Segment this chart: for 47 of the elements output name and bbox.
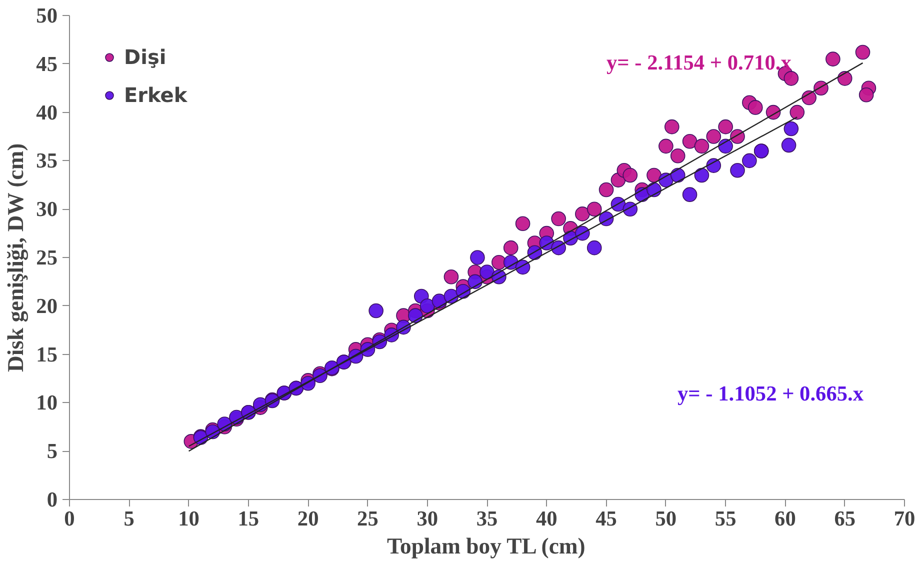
y-tick-label: 30 bbox=[36, 197, 58, 222]
x-tick-label: 30 bbox=[416, 506, 438, 530]
legend-label: Dişi bbox=[124, 45, 166, 69]
x-tick-label: 50 bbox=[655, 506, 677, 530]
x-tick-label: 25 bbox=[357, 506, 378, 530]
point bbox=[682, 187, 698, 202]
y-axis-title: Disk genişliği, DW (cm) bbox=[3, 143, 28, 372]
x-tick-label: 40 bbox=[536, 506, 558, 530]
x-tick-label: 45 bbox=[596, 506, 617, 530]
x-tick-label: 20 bbox=[297, 506, 319, 530]
y-tick-label: 50 bbox=[36, 4, 58, 28]
x-axis-title: Toplam boy TL (cm) bbox=[387, 534, 586, 558]
point bbox=[742, 153, 757, 168]
x-tick-label: 35 bbox=[476, 506, 498, 530]
point bbox=[586, 240, 602, 256]
y-tick-label: 5 bbox=[46, 439, 58, 464]
y-tick-label: 25 bbox=[36, 246, 58, 270]
x-tick-label: 0 bbox=[64, 506, 75, 530]
point bbox=[784, 121, 799, 136]
annotation: y= - 2.1154 + 0.710.x bbox=[606, 50, 792, 74]
y-tick-label: 0 bbox=[46, 488, 58, 512]
x-tick-label: 65 bbox=[834, 506, 856, 530]
point bbox=[420, 298, 435, 314]
point bbox=[781, 138, 796, 153]
point bbox=[470, 250, 485, 265]
point bbox=[480, 264, 494, 280]
y-tick-label: 35 bbox=[36, 148, 58, 173]
y-tick-label: 15 bbox=[36, 342, 58, 366]
x-tick-label: 10 bbox=[178, 506, 200, 530]
x-tick-label: 15 bbox=[238, 506, 260, 530]
point bbox=[408, 308, 423, 323]
x-tick-label: 60 bbox=[774, 506, 796, 530]
annotation: y= - 1.1052 + 0.665.x bbox=[678, 382, 864, 406]
x-tick-label: 70 bbox=[894, 506, 916, 530]
y-tick-label: 45 bbox=[36, 52, 58, 76]
x-tick-label: 55 bbox=[714, 506, 736, 530]
point bbox=[694, 168, 710, 183]
point bbox=[718, 138, 733, 154]
point bbox=[730, 162, 745, 178]
x-tick-label: 5 bbox=[124, 506, 134, 530]
y-tick-label: 40 bbox=[36, 100, 58, 124]
point bbox=[468, 274, 482, 290]
y-tick-label: 20 bbox=[36, 294, 58, 318]
y-tick-label: 10 bbox=[36, 390, 58, 415]
point bbox=[706, 158, 722, 173]
point bbox=[368, 303, 384, 318]
legend-label: Erkek bbox=[124, 83, 188, 107]
